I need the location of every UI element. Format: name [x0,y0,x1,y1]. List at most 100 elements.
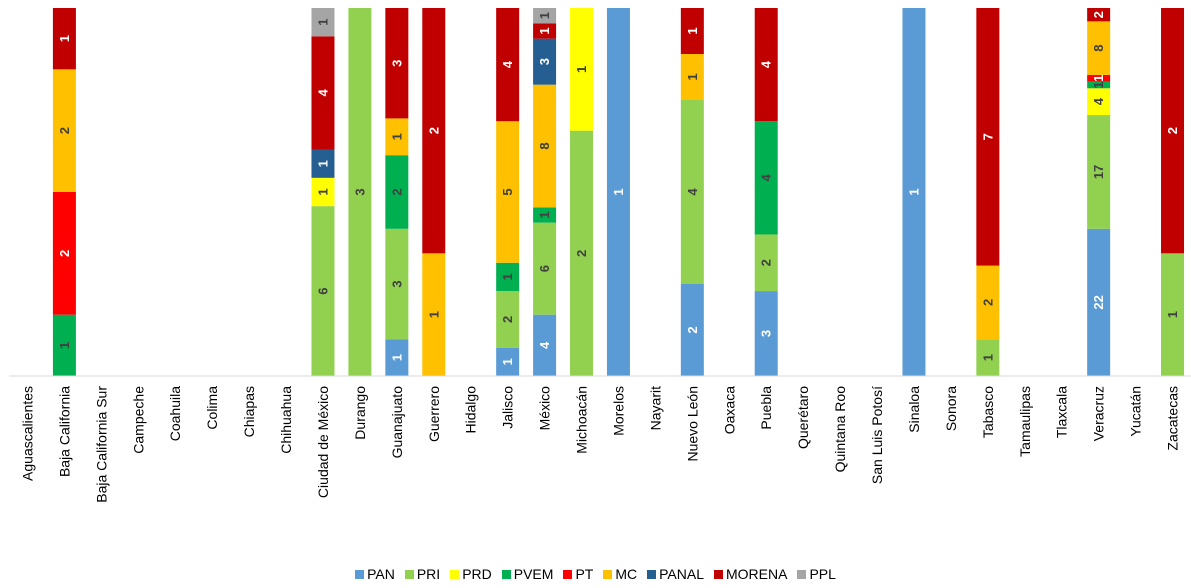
data-label-nuevo-leon-pri: 4 [685,188,700,196]
data-label-michoacan-pri: 2 [574,250,589,257]
data-label-nuevo-leon-pan: 2 [685,326,700,333]
data-label-puebla-pvem: 4 [759,173,774,181]
category-label-tamaulipas: Tamaulipas [1017,386,1033,457]
category-label-sonora: Sonora [943,386,959,431]
legend-label-pt: PT [575,566,594,582]
category-label-tlaxcala: Tlaxcala [1054,386,1070,438]
data-label-guanajuato-morena: 3 [389,60,404,67]
bar-segment-baja-california-morena [52,8,76,70]
category-label-zacatecas: Zacatecas [1165,386,1181,451]
data-label-sinaloa-pan: 1 [906,188,921,195]
data-label-michoacan-prd: 1 [574,66,589,73]
category-label-durango: Durango [352,386,368,440]
data-label-veracruz-pan: 22 [1091,295,1106,309]
legend-item-ppl: PPL [797,566,836,582]
legend-swatch-pvem [501,569,511,579]
data-label-puebla-morena: 4 [759,60,774,68]
bar-segment-mexico-pri [533,222,557,315]
bar-segment-ciudad-de-mexico-panal [311,149,335,178]
category-label-chihuahua: Chihuahua [278,386,294,454]
category-label-queretaro: Querétaro [795,386,811,449]
legend-swatch-mc [603,569,613,579]
bar-segment-baja-california-pt [52,192,76,315]
bar-segment-mexico-ppl [533,8,557,24]
data-label-guanajuato-mc: 1 [389,133,404,140]
legend-item-morena: MORENA [713,566,787,582]
legend-swatch-pan [355,569,365,579]
data-label-guerrero-morena: 2 [426,127,441,134]
data-label-ciudad-de-mexico-morena: 4 [315,89,330,97]
bar-segment-guanajuato-pri [385,228,409,340]
category-label-puebla: Puebla [758,386,774,430]
bar-segment-veracruz-pt [1087,74,1111,82]
bar-segment-sinaloa-pan [902,8,926,376]
legend-item-pri: PRI [404,566,440,582]
category-label-campeche: Campeche [130,386,146,454]
bar-segment-tabasco-mc [976,265,1000,340]
category-label-nayarit: Nayarit [647,386,663,430]
legend-item-pvem: PVEM [501,566,553,582]
category-label-guerrero: Guerrero [426,386,442,442]
data-label-jalisco-pri: 2 [500,316,515,323]
bar-segment-guanajuato-pan [385,339,409,376]
data-label-veracruz-pt: 1 [1091,75,1106,82]
bar-segment-mexico-pan [533,314,557,376]
bar-segment-puebla-morena [754,8,778,122]
bar-segment-nuevo-leon-pri [680,100,704,284]
data-label-veracruz-pvem: 1 [1091,81,1106,88]
bars-layer: 1221611413132131212154461831121124113244… [52,8,1185,376]
data-label-baja-california-pvem: 1 [57,342,72,349]
bar-segment-durango-pri [348,8,372,376]
bar-segment-ciudad-de-mexico-morena [311,36,335,150]
legend-swatch-pri [404,569,414,579]
data-label-mexico-ppl: 1 [537,12,552,19]
legend-swatch-panal [647,569,657,579]
data-label-ciudad-de-mexico-pri: 6 [315,287,330,294]
data-label-mexico-morena: 1 [537,27,552,34]
bar-segment-zacatecas-pri [1161,253,1185,376]
legend-swatch-ppl [797,569,807,579]
bar-segment-veracruz-pvem [1087,81,1111,89]
category-label-baja-california-sur: Baja California Sur [93,386,109,503]
legend-label-prd: PRD [462,566,492,582]
legend-label-panal: PANAL [659,566,704,582]
legend-item-panal: PANAL [647,566,704,582]
bar-segment-guerrero-mc [422,253,446,376]
category-label-mexico: México [537,386,553,431]
bar-segment-baja-california-pvem [52,314,76,376]
bar-segment-guanajuato-pvem [385,155,409,229]
legend: PAN PRI PRD PVEM PT MC PANAL MORENA PPL [0,563,1191,585]
category-label-san-luis-potosi: San Luis Potosí [869,386,885,484]
legend-swatch-pt [563,569,573,579]
bar-segment-veracruz-morena [1087,8,1111,22]
data-label-jalisco-pan: 1 [500,358,515,365]
data-label-veracruz-pri: 17 [1091,165,1106,179]
category-label-sinaloa: Sinaloa [906,386,922,433]
category-labels-layer: Aguascalientes Baja California Baja Califo… [19,386,1180,503]
bar-segment-nuevo-leon-pan [680,284,704,376]
legend-label-pan: PAN [367,566,395,582]
data-label-puebla-pri: 2 [759,259,774,266]
data-label-ciudad-de-mexico-panal: 1 [315,160,330,167]
bar-segment-jalisco-pri [496,291,520,348]
category-label-colima: Colima [204,386,220,430]
category-label-aguascalientes: Aguascalientes [19,386,35,481]
data-label-mexico-mc: 8 [537,142,552,149]
category-label-hidalgo: Hidalgo [463,386,479,434]
data-label-tabasco-mc: 2 [980,299,995,306]
bar-segment-puebla-pri [754,234,778,292]
bar-segment-mexico-morena [533,23,557,39]
bar-segment-nuevo-leon-mc [680,54,704,100]
data-label-baja-california-morena: 1 [57,35,72,42]
category-label-michoacan: Michoacán [574,386,590,454]
data-label-nuevo-leon-mc: 1 [685,73,700,80]
bar-segment-nuevo-leon-morena [680,8,704,54]
category-label-yucatan: Yucatán [1128,386,1144,437]
bar-segment-jalisco-morena [496,8,520,122]
bar-segment-tabasco-morena [976,8,1000,266]
category-label-tabasco: Tabasco [980,386,996,438]
bar-segment-morelos-pan [606,8,630,376]
bar-segment-baja-california-mc [52,69,76,192]
bar-segment-veracruz-mc [1087,21,1111,75]
data-label-guerrero-mc: 1 [426,311,441,318]
